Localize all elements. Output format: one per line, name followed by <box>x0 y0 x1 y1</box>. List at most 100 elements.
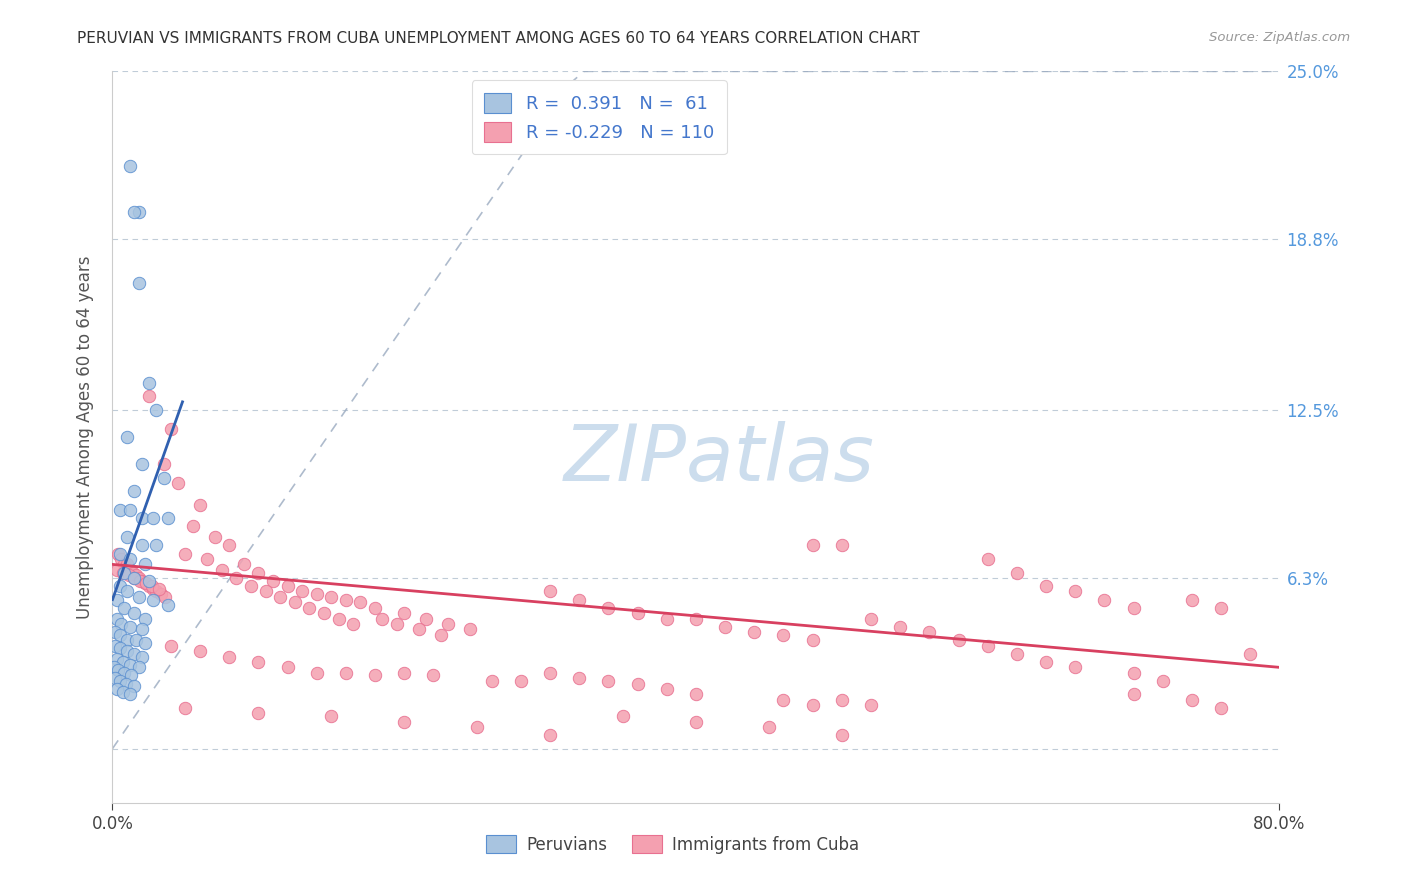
Point <box>131 457 153 471</box>
Point <box>104 639 127 653</box>
Point <box>429 628 451 642</box>
Point <box>349 595 371 609</box>
Point <box>465 720 488 734</box>
Point <box>142 511 165 525</box>
Point <box>124 647 146 661</box>
Point <box>408 623 430 637</box>
Point <box>128 205 150 219</box>
Point <box>131 623 153 637</box>
Point <box>118 563 141 577</box>
Point <box>385 617 408 632</box>
Point <box>125 568 148 582</box>
Point <box>167 476 190 491</box>
Point <box>103 660 125 674</box>
Point <box>321 590 343 604</box>
Point <box>284 595 307 609</box>
Point <box>108 628 131 642</box>
Text: PERUVIAN VS IMMIGRANTS FROM CUBA UNEMPLOYMENT AMONG AGES 60 TO 64 YEARS CORRELAT: PERUVIAN VS IMMIGRANTS FROM CUBA UNEMPLO… <box>77 31 920 46</box>
Point <box>111 655 134 669</box>
Point <box>128 571 150 585</box>
Point <box>232 558 254 572</box>
Point <box>218 649 240 664</box>
Point <box>124 484 146 499</box>
Point <box>124 571 146 585</box>
Point <box>772 628 794 642</box>
Point <box>174 701 197 715</box>
Point <box>152 471 174 485</box>
Point <box>138 389 160 403</box>
Point <box>135 576 157 591</box>
Point <box>422 668 444 682</box>
Point <box>128 276 150 290</box>
Point <box>125 633 148 648</box>
Point <box>117 568 139 582</box>
Point <box>1209 701 1232 715</box>
Point <box>174 547 197 561</box>
Point <box>153 590 176 604</box>
Point <box>1122 688 1144 702</box>
Point <box>211 563 233 577</box>
Point <box>122 566 145 580</box>
Point <box>105 611 128 625</box>
Point <box>889 620 911 634</box>
Point <box>204 530 226 544</box>
Point <box>1094 592 1116 607</box>
Point <box>335 665 357 680</box>
Point <box>598 673 620 688</box>
Point <box>568 592 591 607</box>
Point <box>105 681 128 696</box>
Point <box>152 457 174 471</box>
Point <box>1209 600 1232 615</box>
Point <box>364 600 387 615</box>
Point <box>107 663 129 677</box>
Point <box>305 587 328 601</box>
Point <box>758 720 780 734</box>
Point <box>118 688 141 702</box>
Point <box>598 600 620 615</box>
Point <box>124 679 146 693</box>
Point <box>104 671 127 685</box>
Point <box>276 579 298 593</box>
Point <box>437 617 460 632</box>
Point <box>655 611 678 625</box>
Point <box>458 623 481 637</box>
Point <box>114 676 136 690</box>
Point <box>254 584 277 599</box>
Point <box>321 709 343 723</box>
Point <box>115 644 138 658</box>
Point <box>247 655 270 669</box>
Point <box>269 590 291 604</box>
Point <box>568 671 591 685</box>
Point <box>131 574 153 588</box>
Point <box>831 538 853 552</box>
Point <box>247 706 270 721</box>
Point <box>685 688 707 702</box>
Point <box>415 611 437 625</box>
Point <box>509 673 531 688</box>
Point <box>312 606 335 620</box>
Point <box>328 611 350 625</box>
Point <box>145 584 167 599</box>
Point <box>188 644 211 658</box>
Point <box>195 552 218 566</box>
Point <box>118 159 141 173</box>
Point <box>225 571 247 585</box>
Point <box>108 547 131 561</box>
Point <box>138 579 160 593</box>
Point <box>481 673 503 688</box>
Point <box>394 665 416 680</box>
Point <box>141 579 163 593</box>
Point <box>112 665 135 680</box>
Point <box>860 611 883 625</box>
Point <box>298 600 321 615</box>
Point <box>131 538 153 552</box>
Point <box>801 538 824 552</box>
Point <box>538 584 561 599</box>
Point <box>105 652 128 666</box>
Point <box>538 728 561 742</box>
Point <box>145 538 167 552</box>
Point <box>107 547 129 561</box>
Point <box>627 676 650 690</box>
Point <box>714 620 737 634</box>
Point <box>131 511 153 525</box>
